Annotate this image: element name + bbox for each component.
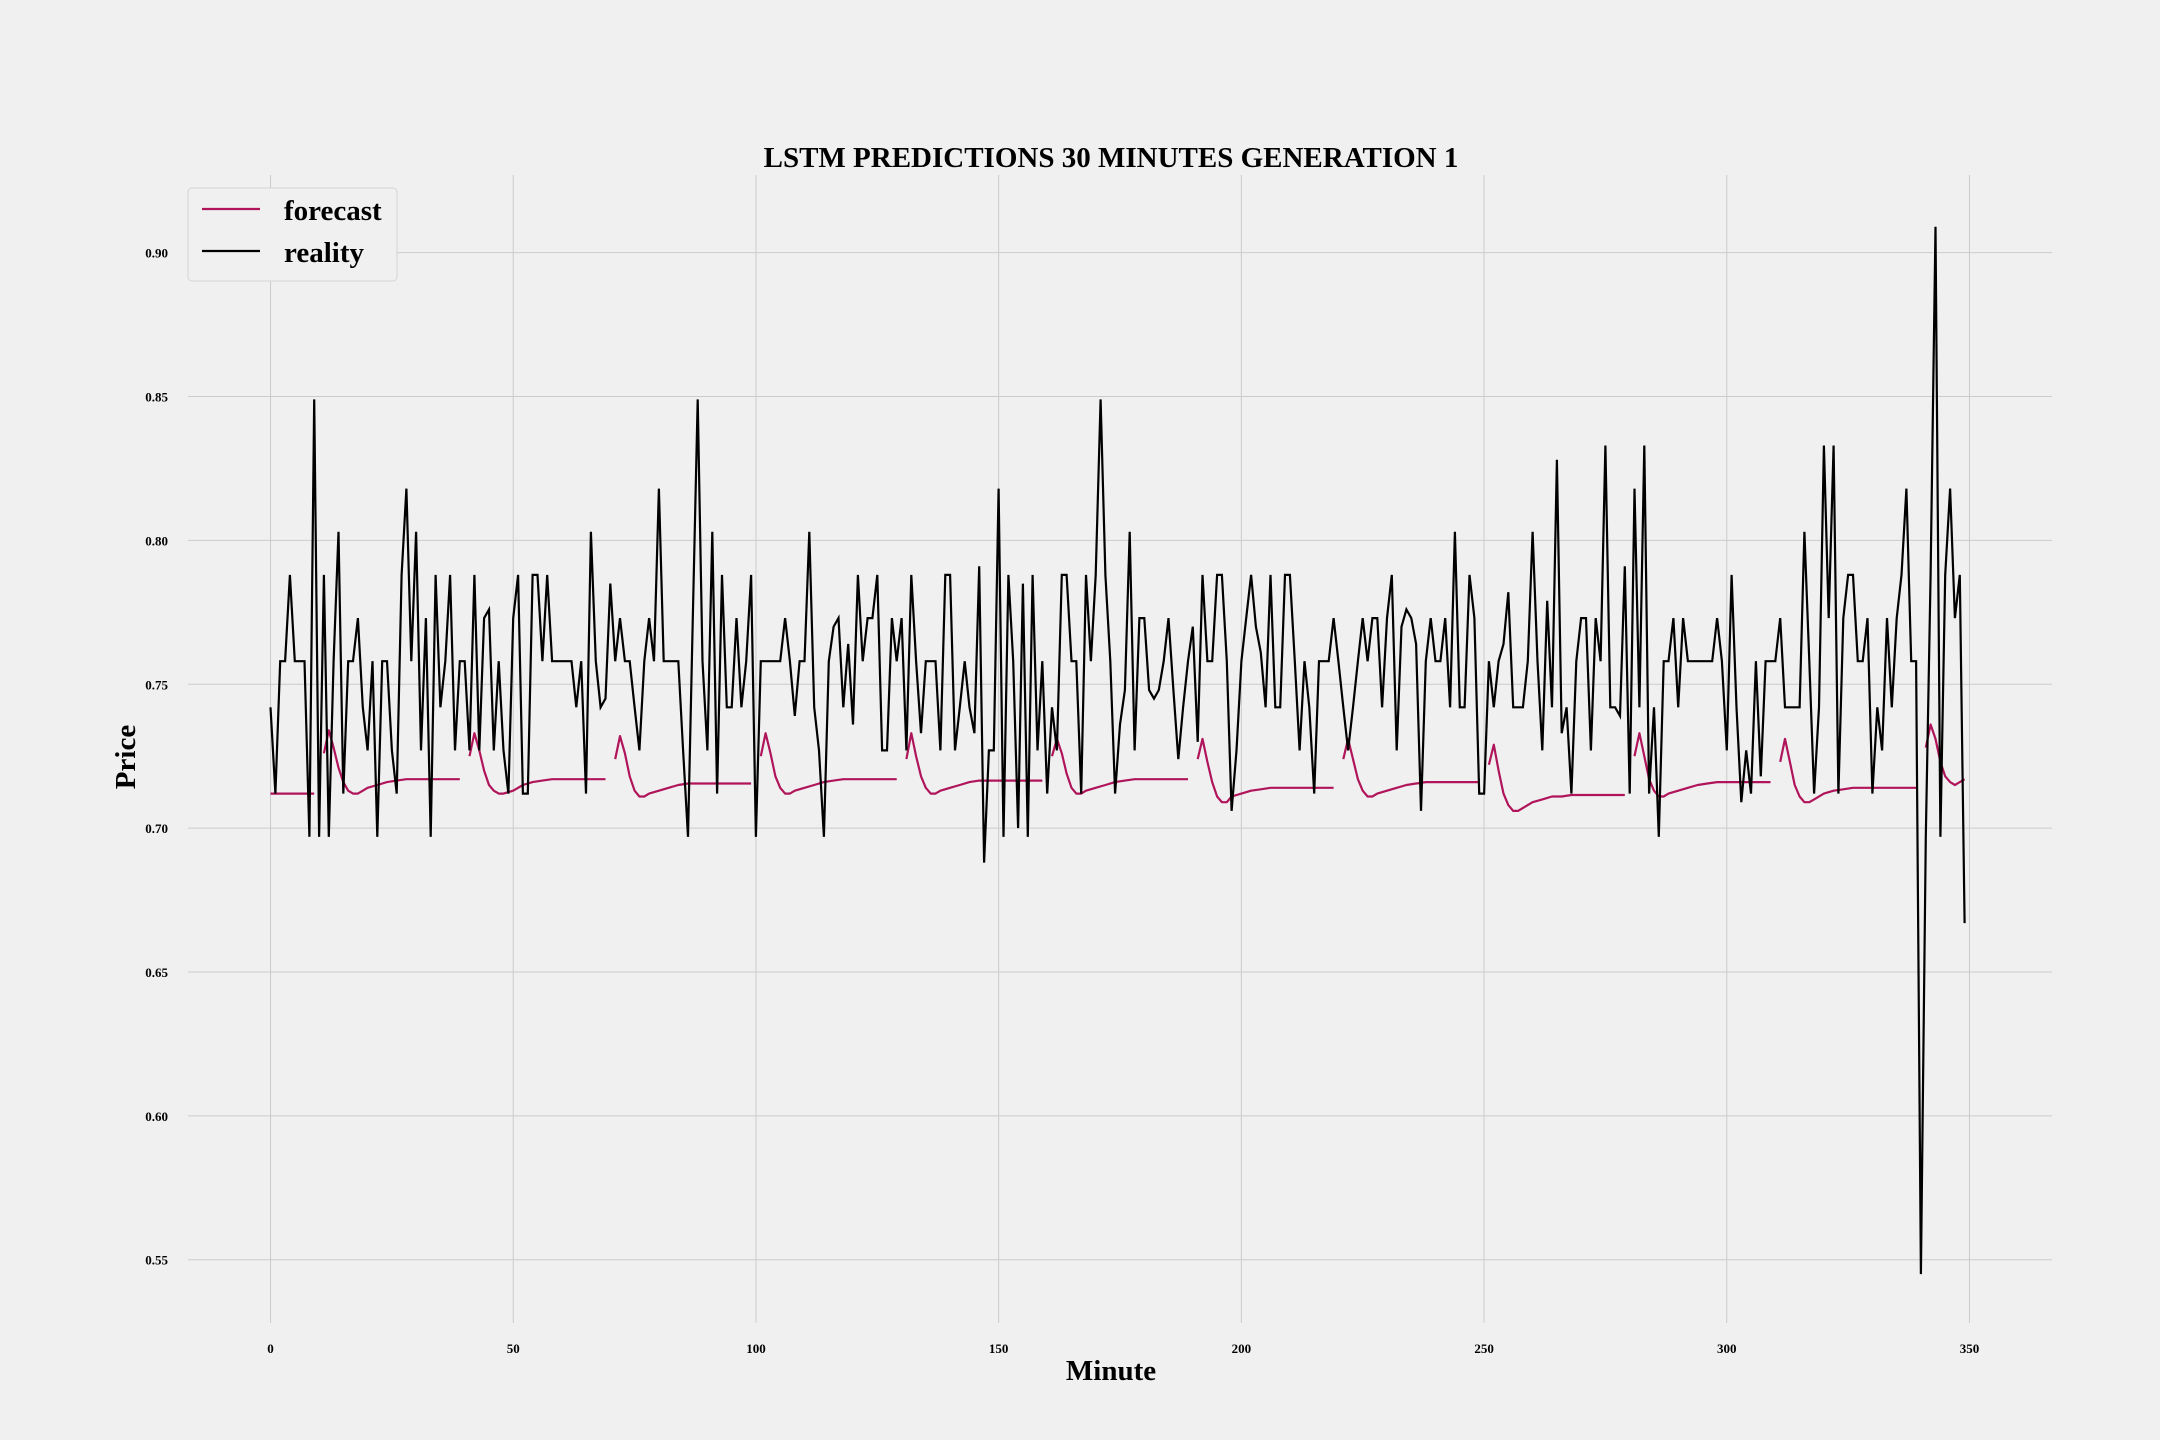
forecast-line — [322, 729, 460, 795]
y-tick-label: 0.65 — [145, 965, 168, 980]
y-tick-label: 0.75 — [145, 677, 168, 692]
legend-label-reality: reality — [284, 237, 364, 269]
x-tick-label: 350 — [1960, 1341, 1980, 1356]
forecast-line — [1487, 743, 1625, 813]
forecast-line — [614, 734, 752, 798]
series-layer — [269, 226, 1966, 1275]
x-tick-label: 100 — [746, 1341, 766, 1356]
x-tick-label: 50 — [507, 1341, 520, 1356]
y-tick-label: 0.80 — [145, 533, 168, 548]
forecast-line — [905, 732, 1043, 795]
y-tick-label: 0.90 — [145, 246, 168, 261]
forecast-line — [1196, 737, 1334, 804]
ticks: 0.55 0.60 0.65 0.70 0.75 0.80 0.85 0.90 0 50 100 15… — [145, 246, 1979, 1356]
legend-frame — [187, 187, 398, 282]
x-tick-label: 300 — [1717, 1341, 1737, 1356]
x-tick-label: 150 — [989, 1341, 1009, 1356]
forecast-line — [1924, 723, 1966, 787]
y-tick-label: 0.85 — [145, 390, 168, 405]
x-tick-label: 200 — [1232, 1341, 1252, 1356]
y-tick-label: 0.55 — [145, 1253, 168, 1268]
forecast-line — [1342, 737, 1480, 798]
legend-label-forecast: forecast — [284, 195, 382, 227]
forecast-line — [468, 732, 606, 795]
y-axis-label: Price — [110, 725, 142, 790]
y-tick-label: 0.60 — [145, 1109, 168, 1124]
x-tick-label: 250 — [1474, 1341, 1494, 1356]
reality-line — [269, 226, 1966, 1275]
forecast-line — [759, 732, 897, 795]
x-tick-label: 0 — [267, 1341, 274, 1356]
x-axis-label: Minute — [1066, 1355, 1156, 1387]
y-tick-label: 0.70 — [145, 821, 168, 836]
forecast-line — [1633, 732, 1771, 798]
legend: forecast reality — [187, 187, 398, 282]
forecast-line — [1779, 737, 1917, 804]
forecast-line — [1050, 737, 1188, 795]
chart-title: LSTM PREDICTIONS 30 MINUTES GENERATION 1 — [764, 142, 1459, 174]
